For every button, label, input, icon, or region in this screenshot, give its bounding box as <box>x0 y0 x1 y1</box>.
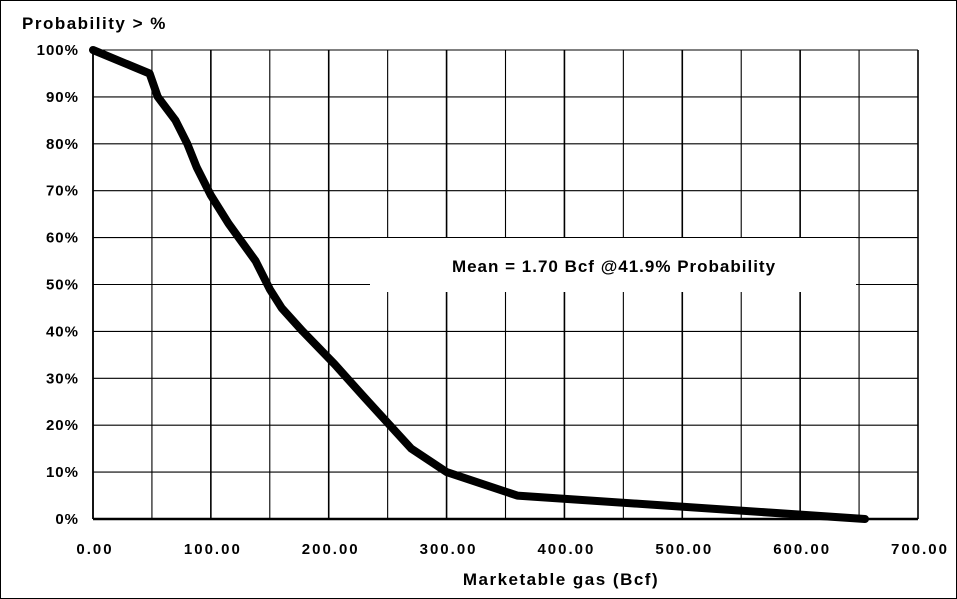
x-axis-label: Marketable gas (Bcf) <box>463 570 659 589</box>
x-tick-label: 600.00 <box>773 541 831 558</box>
mean-annotation: Mean = 1.70 Bcf @41.9% Probability <box>452 257 776 276</box>
annotation-box <box>370 238 856 292</box>
y-tick-label: 60% <box>46 230 79 247</box>
x-tick-label: 500.00 <box>655 541 713 558</box>
y-tick-label: 20% <box>46 417 79 434</box>
x-tick-label: 100.00 <box>184 541 242 558</box>
x-tick-label: 300.00 <box>420 541 478 558</box>
series-layer <box>89 46 869 523</box>
y-tick-label: 30% <box>46 370 79 387</box>
x-tick-labels: 0.00 100.00 200.00 300.00 400.00 500.00 600.00… <box>76 541 949 558</box>
y-tick-label: 0% <box>55 511 79 528</box>
chart-title: Probability > % <box>22 14 167 33</box>
y-tick-label: 80% <box>46 136 79 153</box>
x-tick-label: 400.00 <box>537 541 595 558</box>
y-tick-labels: 0% 10% 20% 30% 40% 50% 60% 70% 80% 90% 100% <box>37 42 79 528</box>
y-tick-label: 100% <box>37 42 79 59</box>
x-tick-label: 0.00 <box>76 541 113 558</box>
x-tick-label: 700.00 <box>891 541 949 558</box>
x-tick-label: 200.00 <box>302 541 360 558</box>
series-line-0 <box>89 46 869 523</box>
y-tick-label: 40% <box>46 323 79 340</box>
y-tick-label: 50% <box>46 277 79 294</box>
axis-layer <box>92 50 918 521</box>
y-tick-label: 70% <box>46 183 79 200</box>
annotation-layer: Mean = 1.70 Bcf @41.9% Probability <box>370 238 856 292</box>
y-tick-label: 90% <box>46 89 79 106</box>
y-tick-label: 10% <box>46 464 79 481</box>
